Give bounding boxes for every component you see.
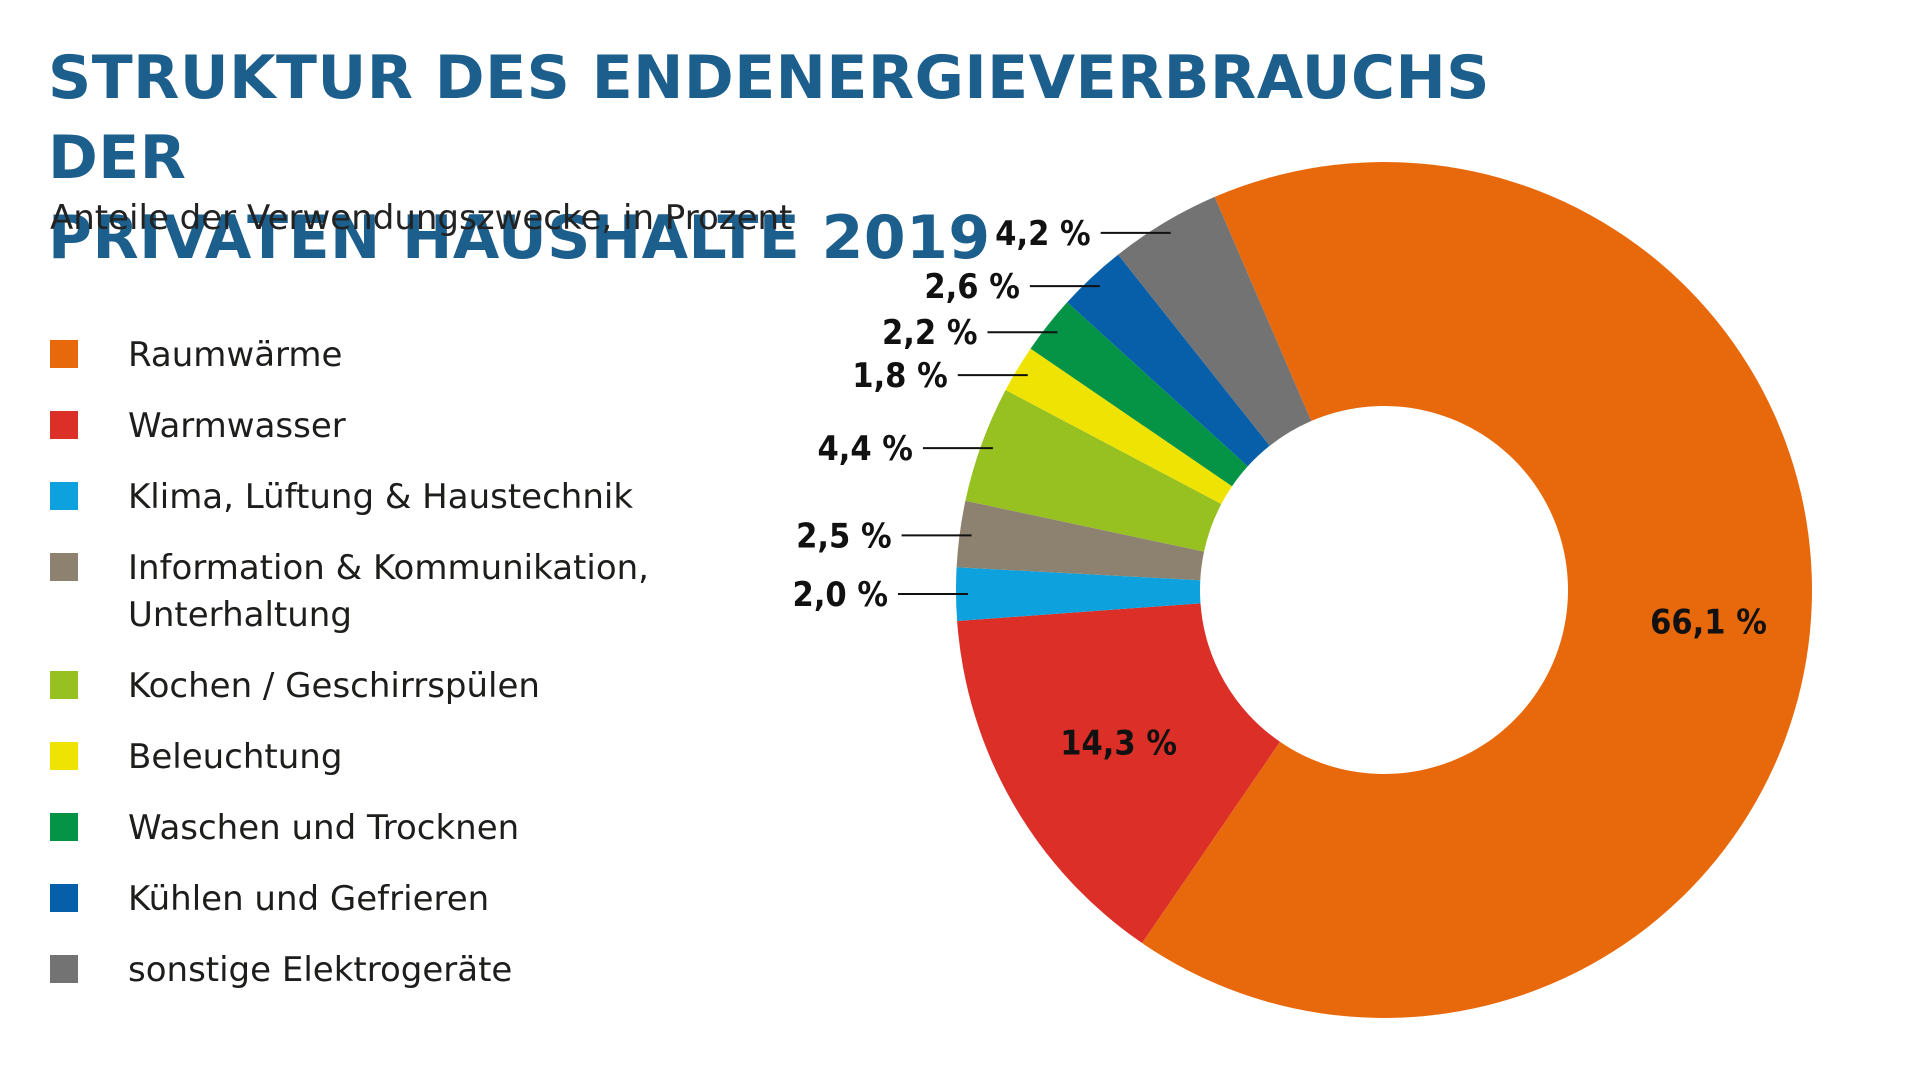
slice-kochen-geschirrspuelen xyxy=(965,389,1222,552)
legend-label: Kühlen und Gefrieren xyxy=(128,879,490,919)
chart-title: STRUKTUR DES ENDENERGIEVERBRAUCHS DER PR… xyxy=(48,38,1548,278)
slice-beleuchtung xyxy=(1005,348,1233,505)
slice-kuehlen-und-gefrieren xyxy=(1067,254,1270,467)
slice-raumwaerme xyxy=(1142,161,1812,1018)
data-label-kuehlen-und-gefrieren: 2,6 % xyxy=(924,267,1019,307)
data-label-beleuchtung: 1,8 % xyxy=(852,356,947,396)
legend-swatch xyxy=(50,671,78,699)
data-label-raumwaerme: 66,1 % xyxy=(1650,603,1767,643)
data-label-warmwasser: 14,3 % xyxy=(1060,723,1177,763)
data-label-waschen-und-trocknen: 2,2 % xyxy=(882,313,977,353)
legend-swatch xyxy=(50,553,78,581)
legend-swatch xyxy=(50,813,78,841)
slice-klima-lueftung-haustechnik xyxy=(956,567,1201,621)
legend-label: sonstige Elektrogeräte xyxy=(128,950,513,990)
legend-swatch xyxy=(50,955,78,983)
legend-label: Beleuchtung xyxy=(128,737,343,777)
legend-swatch xyxy=(50,411,78,439)
slice-warmwasser xyxy=(957,603,1280,944)
legend-label: Kochen / Geschirrspülen xyxy=(128,666,540,706)
legend-item-kochen: Kochen / Geschirrspülen xyxy=(50,663,748,710)
legend-label: Warmwasser xyxy=(128,406,346,446)
legend-item-klima: Klima, Lüftung & Haustechnik xyxy=(50,474,748,521)
legend-label: Information & Kommunikation, Unterhaltun… xyxy=(128,545,748,639)
data-label-kochen-geschirrspuelen: 4,4 % xyxy=(817,429,912,469)
legend-item-raumwaerme: Raumwärme xyxy=(50,332,748,379)
legend-item-kuehlen: Kühlen und Gefrieren xyxy=(50,876,748,923)
data-label-information-kommunikation-unterhaltung: 2,5 % xyxy=(796,516,891,556)
legend-label-line-1: Information & Kommunikation, xyxy=(128,548,649,588)
legend-swatch xyxy=(50,340,78,368)
chart-subtitle: Anteile der Verwendungszwecke, in Prozen… xyxy=(50,198,793,238)
legend-item-waschen: Waschen und Trocknen xyxy=(50,805,748,852)
legend-swatch xyxy=(50,884,78,912)
legend-swatch xyxy=(50,482,78,510)
legend-item-beleuchtung: Beleuchtung xyxy=(50,734,748,781)
chart-title-line-1: STRUKTUR DES ENDENERGIEVERBRAUCHS DER xyxy=(48,43,1490,193)
legend-label: Waschen und Trocknen xyxy=(128,808,520,848)
legend-item-sonstige: sonstige Elektrogeräte xyxy=(50,947,748,994)
legend-label: Raumwärme xyxy=(128,335,343,375)
legend-item-warmwasser: Warmwasser xyxy=(50,403,748,450)
legend-label-line-2: Unterhaltung xyxy=(128,595,352,635)
slice-sonstige-elektrogeraete xyxy=(1118,196,1312,446)
legend-swatch xyxy=(50,742,78,770)
slice-information-kommunikation-unterhaltung xyxy=(956,500,1205,581)
data-label-sonstige-elektrogeraete: 4,2 % xyxy=(995,214,1090,254)
chart-title-line-2: PRIVATEN HAUSHALTE 2019 xyxy=(48,203,991,273)
legend-label: Klima, Lüftung & Haustechnik xyxy=(128,477,634,517)
legend-item-information: Information & Kommunikation, Unterhaltun… xyxy=(50,545,748,639)
data-label-klima-lueftung-haustechnik: 2,0 % xyxy=(793,575,888,615)
slice-waschen-und-trocknen xyxy=(1030,302,1248,487)
